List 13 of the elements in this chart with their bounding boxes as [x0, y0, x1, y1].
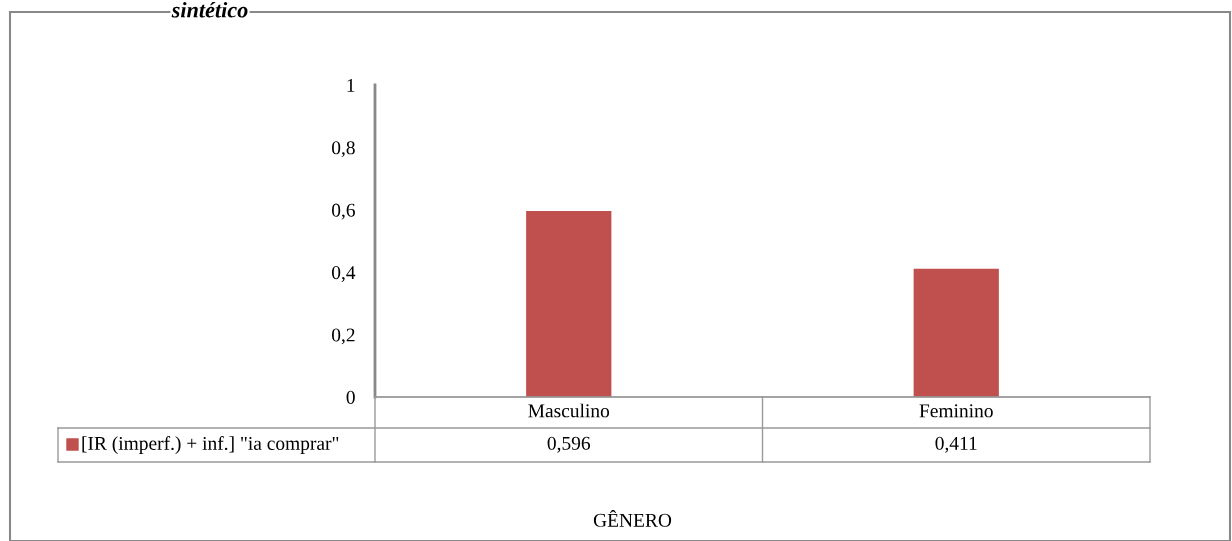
x-axis-title: GÊNERO: [593, 510, 672, 527]
x-tick-label: Feminino: [919, 404, 993, 418]
y-tick-label: 0,8: [331, 141, 355, 158]
y-tick-label: 1: [347, 78, 355, 92]
y-tick-label: 0,4: [331, 266, 356, 282]
data-label: 0,411: [935, 436, 977, 453]
y-tick-label: 0: [346, 390, 355, 404]
data-label: 0,596: [547, 436, 591, 453]
x-tick-label: Masculino: [528, 403, 610, 418]
chart-title: sintético: [171, 1, 248, 18]
legend-label: [IR (imperf.) + inf.] "ia comprar": [82, 436, 339, 454]
y-tick-label: 0,2: [331, 328, 355, 345]
y-tick-label: 0,6: [331, 203, 355, 220]
